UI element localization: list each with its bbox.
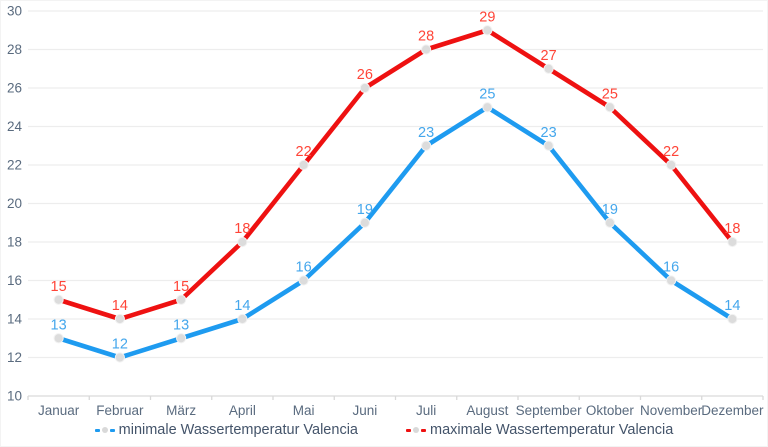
data-point-marker[interactable] [176, 333, 187, 344]
data-point-marker[interactable] [666, 275, 677, 286]
data-point-marker[interactable] [666, 159, 677, 171]
y-tick-label: 24 [7, 119, 23, 134]
data-point-marker[interactable] [237, 313, 248, 325]
data-point-label: 18 [724, 221, 740, 237]
chart-legend: minimale Wassertemperatur Valencia maxim… [1, 422, 767, 438]
data-point-marker[interactable] [543, 140, 554, 151]
data-point-label: 15 [51, 279, 67, 295]
data-point-marker[interactable] [359, 82, 370, 94]
x-category-label: Oktober [586, 403, 635, 418]
data-point-label: 12 [112, 337, 128, 353]
y-tick-label: 30 [7, 4, 22, 19]
data-point-label: 28 [418, 29, 434, 45]
data-point-label: 14 [234, 298, 250, 314]
data-point-marker[interactable] [421, 140, 432, 151]
line-with-marker-icon [94, 427, 115, 433]
legend-label-max: maximale Wassertemperatur Valencia [429, 422, 674, 438]
data-point-label: 13 [51, 317, 67, 333]
data-point-label: 22 [296, 144, 312, 160]
data-point-marker[interactable] [543, 63, 554, 74]
data-point-label: 27 [541, 48, 557, 64]
x-category-label: November [640, 403, 703, 418]
data-point-marker[interactable] [237, 236, 248, 248]
x-category-label: Februar [96, 403, 144, 418]
legend-label-min: minimale Wassertemperatur Valencia [118, 422, 358, 438]
data-point-label: 23 [541, 125, 557, 141]
data-point-marker[interactable] [482, 102, 493, 113]
data-point-label: 14 [724, 298, 740, 314]
y-tick-label: 12 [7, 350, 22, 365]
data-point-marker[interactable] [176, 294, 187, 305]
data-point-label: 16 [296, 260, 312, 276]
data-point-marker[interactable] [298, 275, 309, 286]
data-point-marker[interactable] [482, 25, 493, 36]
y-tick-label: 26 [7, 81, 22, 96]
legend-item-min[interactable]: minimale Wassertemperatur Valencia [94, 422, 358, 438]
data-point-label: 13 [173, 317, 189, 333]
x-category-label: Mai [293, 403, 315, 418]
data-point-marker[interactable] [53, 294, 64, 305]
data-point-label: 23 [418, 125, 434, 141]
y-tick-label: 22 [7, 158, 22, 173]
x-category-label: April [229, 403, 256, 418]
series-line-max [56, 27, 735, 322]
x-category-label: Juni [352, 403, 377, 418]
y-tick-label: 14 [7, 312, 23, 327]
y-tick-label: 18 [7, 235, 22, 250]
data-point-marker[interactable] [727, 236, 738, 248]
y-tick-label: 20 [7, 196, 22, 211]
y-tick-label: 28 [7, 42, 22, 57]
data-point-label: 26 [357, 67, 373, 83]
data-point-marker[interactable] [604, 217, 615, 228]
line-with-marker-icon [405, 427, 426, 433]
data-point-marker[interactable] [604, 102, 615, 113]
data-point-label: 19 [357, 202, 373, 218]
y-tick-label: 10 [7, 389, 22, 404]
data-point-marker[interactable] [727, 313, 738, 325]
data-point-marker[interactable] [421, 44, 432, 55]
x-category-label: März [166, 403, 196, 418]
data-point-label: 14 [112, 298, 128, 314]
x-category-label: September [516, 403, 583, 418]
data-point-marker[interactable] [359, 217, 370, 228]
x-category-label: August [466, 403, 508, 418]
y-tick-label: 16 [7, 273, 22, 288]
x-category-label: Januar [38, 403, 80, 418]
data-point-marker[interactable] [53, 333, 64, 344]
data-point-label: 16 [663, 260, 679, 276]
x-category-label: Juli [416, 403, 436, 418]
data-point-label: 25 [479, 86, 495, 102]
data-point-label: 15 [173, 279, 189, 295]
series-line-min [56, 104, 735, 360]
data-point-marker[interactable] [298, 159, 309, 171]
legend-item-max[interactable]: maximale Wassertemperatur Valencia [405, 422, 674, 438]
data-point-marker[interactable] [114, 352, 125, 363]
data-point-label: 22 [663, 144, 679, 160]
data-point-label: 25 [602, 86, 618, 102]
data-point-label: 18 [234, 221, 250, 237]
data-point-label: 19 [602, 202, 618, 218]
x-category-label: Dezember [701, 403, 764, 418]
data-point-marker[interactable] [114, 313, 125, 325]
data-point-label: 29 [479, 9, 495, 25]
